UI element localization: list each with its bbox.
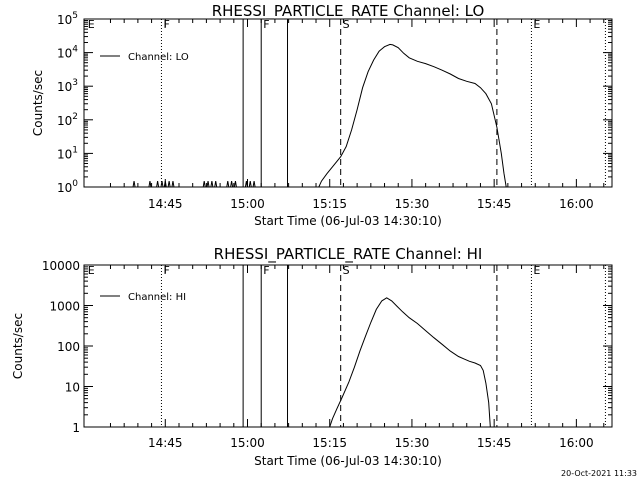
x-tick-label: 16:00: [559, 197, 594, 211]
series-line: [329, 297, 491, 428]
count-spike: [244, 181, 248, 188]
count-spike: [230, 181, 234, 188]
event-marker-label: F: [263, 264, 269, 277]
x-tick-label: 15:30: [395, 197, 430, 211]
chart-title: RHESSI_PARTICLE_RATE Channel: HI: [214, 245, 483, 264]
count-spike: [148, 181, 152, 188]
count-spike: [132, 181, 136, 188]
y-tick-label: 101: [57, 145, 78, 161]
y-tick-label: 104: [57, 45, 78, 61]
x-tick-label: 15:00: [230, 436, 265, 450]
count-spike: [206, 181, 210, 188]
chart-title: RHESSI_PARTICLE_RATE Channel: LO: [212, 2, 485, 21]
event-marker-label: E: [88, 18, 95, 31]
y-tick-label: 103: [57, 78, 78, 94]
legend: Channel: HI: [100, 292, 186, 303]
count-spike: [226, 181, 230, 188]
series-line: [318, 43, 507, 188]
count-spike: [160, 181, 164, 188]
generated-timestamp: 20-Oct-2021 11:33: [561, 469, 637, 478]
y-tick-label: 102: [57, 112, 78, 128]
plot-frame: [83, 18, 613, 188]
event-marker-label: F: [163, 264, 169, 277]
x-tick-label: 14:45: [148, 436, 183, 450]
y-tick-label: 1000: [49, 300, 80, 314]
count-spike: [202, 181, 206, 188]
legend: Channel: LO: [100, 52, 189, 63]
event-marker-label: F: [163, 18, 169, 31]
x-tick-label: 15:15: [312, 197, 347, 211]
x-tick-label: 14:45: [148, 197, 183, 211]
count-spike: [252, 181, 256, 188]
y-axis-label: Counts/sec: [31, 70, 45, 136]
x-tick-label: 15:00: [230, 197, 265, 211]
x-tick-label: 16:00: [559, 436, 594, 450]
x-tick-label: 15:45: [477, 197, 512, 211]
event-marker-label: E: [88, 264, 95, 277]
x-tick-label: 15:45: [477, 436, 512, 450]
x-axis-label: Start Time (06-Jul-03 14:30:10): [254, 214, 442, 228]
y-tick-label: 10000: [42, 259, 80, 273]
chart-panel-2: RHESSI_PARTICLE_RATE Channel: HI 14:45 15:…: [11, 245, 613, 468]
event-marker-label: E: [533, 18, 540, 31]
event-marker-label: E: [533, 264, 540, 277]
plot-frame: [83, 264, 613, 428]
event-marker-label: F: [263, 18, 269, 31]
count-spike: [167, 181, 171, 188]
count-spike: [214, 181, 218, 188]
count-spike: [233, 181, 237, 188]
event-marker-label: S: [343, 264, 350, 277]
x-axis-label: Start Time (06-Jul-03 14:30:10): [254, 454, 442, 468]
y-axis-label: Counts/sec: [11, 313, 25, 379]
y-tick-label: 1: [72, 421, 80, 435]
chart-panel-1: RHESSI_PARTICLE_RATE Channel: LO 14:45 15:…: [31, 2, 613, 228]
count-spike: [248, 181, 252, 188]
count-spike: [156, 181, 160, 188]
y-tick-label: 10: [65, 381, 80, 395]
x-tick-label: 15:15: [312, 436, 347, 450]
x-tick-label: 15:30: [395, 436, 430, 450]
legend-entry: Channel: LO: [128, 52, 189, 63]
count-spike: [171, 181, 175, 188]
count-spike: [163, 181, 167, 188]
y-tick-label: 100: [57, 340, 80, 354]
legend-entry: Channel: HI: [128, 292, 186, 303]
count-spike: [210, 181, 214, 188]
y-tick-label: 100: [57, 179, 78, 195]
y-tick-label: 105: [57, 11, 78, 27]
event-marker-label: S: [343, 18, 350, 31]
